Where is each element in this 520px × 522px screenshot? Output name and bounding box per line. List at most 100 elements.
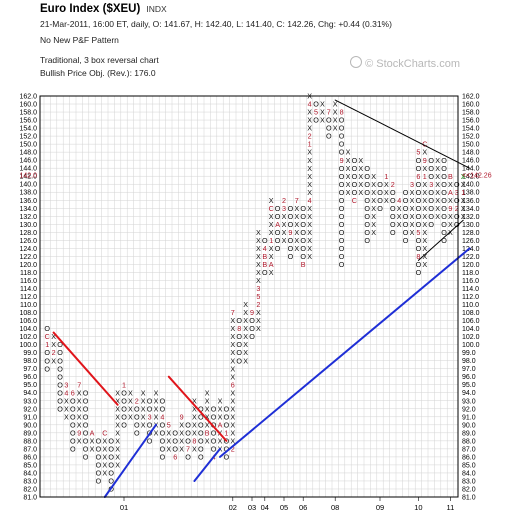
o-box: O [70,396,76,405]
objective-line: Bullish Price Obj. (Rev.): 176.0 [40,68,156,78]
y-tick-label-left: 140.0 [19,182,37,189]
x-box: X [371,228,376,237]
x-box: X [461,204,466,213]
month-marker: 7 [77,380,81,389]
x-box: X [256,260,261,269]
x-tick-label: 01 [120,503,128,512]
x-box: X [102,469,107,478]
y-tick-label-left: 126.0 [19,238,37,245]
x-box: X [410,228,415,237]
y-tick-label-right: 142.0 [462,174,480,181]
x-box: X [179,436,184,445]
y-tick-label-left: 122.0 [19,254,37,261]
o-box: O [441,180,447,189]
month-marker: B [205,428,210,437]
quote-line: 21-Mar-2011, 16:00 ET, daily, O: 141.67,… [40,19,392,29]
o-box: O [339,212,345,221]
x-box: X [90,436,95,445]
o-box: O [416,204,422,213]
o-box: O [300,220,306,229]
x-box: X [307,172,312,181]
month-marker: 3 [410,180,414,189]
o-box: O [416,244,422,253]
o-box: O [339,236,345,245]
y-tick-label-right: 81.0 [462,495,476,502]
o-box: O [300,212,306,221]
o-box: O [236,332,242,341]
o-box: O [211,436,217,445]
o-box: O [441,172,447,181]
y-tick-label-left: 81.0 [23,495,37,502]
x-box: X [410,188,415,197]
x-box: X [243,356,248,365]
x-box: X [218,436,223,445]
x-box: X [269,220,274,229]
o-box: O [352,180,358,189]
o-box: O [147,420,153,429]
x-box: X [269,244,274,253]
month-marker: 2 [282,196,286,205]
month-marker: 4 [308,196,312,205]
x-box: X [230,316,235,325]
o-box: O [96,477,102,486]
y-tick-label-left: 97.0 [23,366,37,373]
month-marker: 1 [122,380,126,389]
y-tick-label-left: 114.0 [20,286,37,293]
x-box: X [166,436,171,445]
y-tick-label-left: 93.0 [23,398,37,405]
x-box: X [320,116,325,125]
y-tick-label-right: 88.0 [462,438,476,445]
o-box: O [288,244,294,253]
x-box: X [346,164,351,173]
o-box: O [108,444,114,453]
o-box: O [57,356,63,365]
month-marker: 9 [250,308,254,317]
o-box: O [211,444,217,453]
o-box: O [236,340,242,349]
o-box: O [108,461,114,470]
x-box: X [307,204,312,213]
o-box: O [428,196,434,205]
x-box: X [371,172,376,181]
o-box: O [339,116,345,125]
o-box: O [275,228,281,237]
o-box: O [441,228,447,237]
o-box: O [275,212,281,221]
x-box: X [154,396,159,405]
o-box: O [44,324,50,333]
month-marker: 1 [269,236,273,245]
o-box: O [390,196,396,205]
x-box: X [230,428,235,437]
y-tick-label-left: 152.0 [19,134,37,141]
o-box: O [403,204,409,213]
o-box: O [416,196,422,205]
o-box: O [352,164,358,173]
o-box: O [339,220,345,229]
x-box: X [102,453,107,462]
o-box: O [121,388,127,397]
month-marker: 6 [71,388,75,397]
x-box: X [448,228,453,237]
x-box: X [422,212,427,221]
month-marker: 1 [45,340,49,349]
y-tick-label-left: 154.0 [19,126,37,133]
x-box: X [307,212,312,221]
x-box: X [346,172,351,181]
y-tick-label-left: 82.0 [23,486,37,493]
x-box: X [461,212,466,221]
o-box: O [275,244,281,253]
month-marker: 1 [461,188,465,197]
o-box: O [364,236,370,245]
o-box: O [300,204,306,213]
o-box: O [403,220,409,229]
o-box: O [377,180,383,189]
o-box: O [428,204,434,213]
y-tick-label-right: 106.0 [462,318,480,325]
x-box: X [294,204,299,213]
o-box: O [249,332,255,341]
o-box: O [236,316,242,325]
month-marker: B [262,252,267,261]
x-box: X [307,220,312,229]
x-box: X [205,404,210,413]
x-tick-label: 09 [376,503,384,512]
